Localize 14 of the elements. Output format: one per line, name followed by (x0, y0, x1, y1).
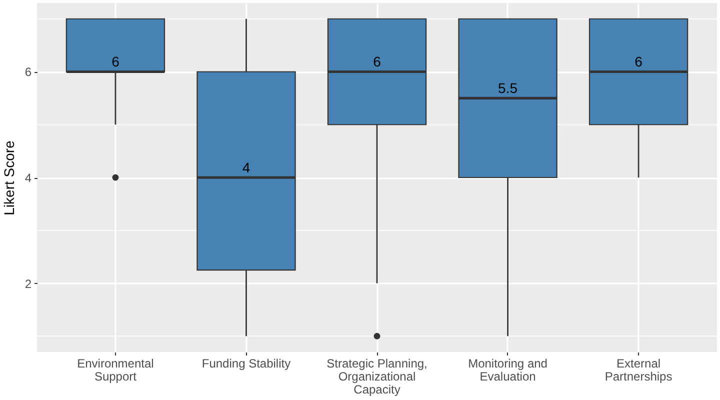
annotation: 4 (242, 160, 250, 176)
x-tick-label: Strategic Planning, Organizational Capacity (326, 356, 428, 396)
annotation: 5.5 (498, 80, 518, 96)
x-tick-label: External Partnerships (604, 356, 672, 384)
annotation: 6 (112, 54, 120, 70)
y-axis-title: Likert Score (0, 140, 17, 216)
x-tick-label: Funding Stability (202, 356, 291, 370)
x-tick-label: Environmental Support (77, 356, 154, 384)
x-tick-label: Monitoring and Evaluation (468, 356, 548, 384)
y-tick-label: 4 (24, 171, 32, 185)
y-tick-label: 6 (24, 65, 32, 80)
annotation: 6 (373, 54, 382, 70)
annotation: 6 (634, 54, 643, 70)
y-tick-label: 2 (24, 276, 32, 291)
